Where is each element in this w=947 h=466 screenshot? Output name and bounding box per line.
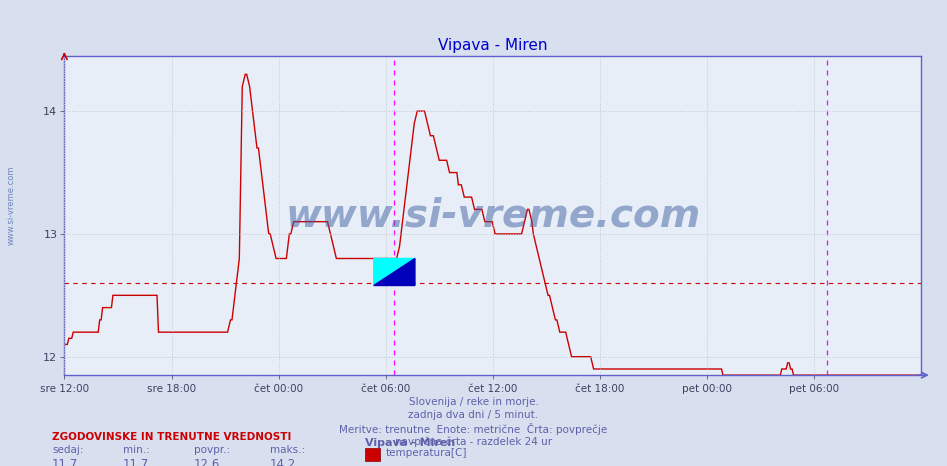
- Text: sedaj:: sedaj:: [52, 445, 83, 455]
- Text: Vipava - Miren: Vipava - Miren: [365, 438, 455, 448]
- Bar: [374, 259, 415, 286]
- Text: 11,7: 11,7: [52, 458, 79, 466]
- Text: min.:: min.:: [123, 445, 150, 455]
- Text: ZGODOVINSKE IN TRENUTNE VREDNOSTI: ZGODOVINSKE IN TRENUTNE VREDNOSTI: [52, 432, 292, 442]
- Text: maks.:: maks.:: [270, 445, 305, 455]
- Text: 12,6: 12,6: [194, 458, 221, 466]
- Text: www.si-vreme.com: www.si-vreme.com: [285, 197, 701, 234]
- Text: 11,7: 11,7: [123, 458, 150, 466]
- Text: povpr.:: povpr.:: [194, 445, 230, 455]
- Text: temperatura[C]: temperatura[C]: [385, 448, 467, 458]
- Text: Meritve: trenutne  Enote: metrične  Črta: povprečje: Meritve: trenutne Enote: metrične Črta: …: [339, 423, 608, 435]
- Text: Slovenija / reke in morje.: Slovenija / reke in morje.: [408, 397, 539, 407]
- Text: www.si-vreme.com: www.si-vreme.com: [7, 165, 16, 245]
- Title: Vipava - Miren: Vipava - Miren: [438, 38, 547, 54]
- Text: 14,2: 14,2: [270, 458, 296, 466]
- Text: zadnja dva dni / 5 minut.: zadnja dva dni / 5 minut.: [408, 410, 539, 420]
- Text: navpična črta - razdelek 24 ur: navpična črta - razdelek 24 ur: [395, 436, 552, 447]
- Polygon shape: [374, 259, 415, 286]
- Polygon shape: [374, 259, 415, 286]
